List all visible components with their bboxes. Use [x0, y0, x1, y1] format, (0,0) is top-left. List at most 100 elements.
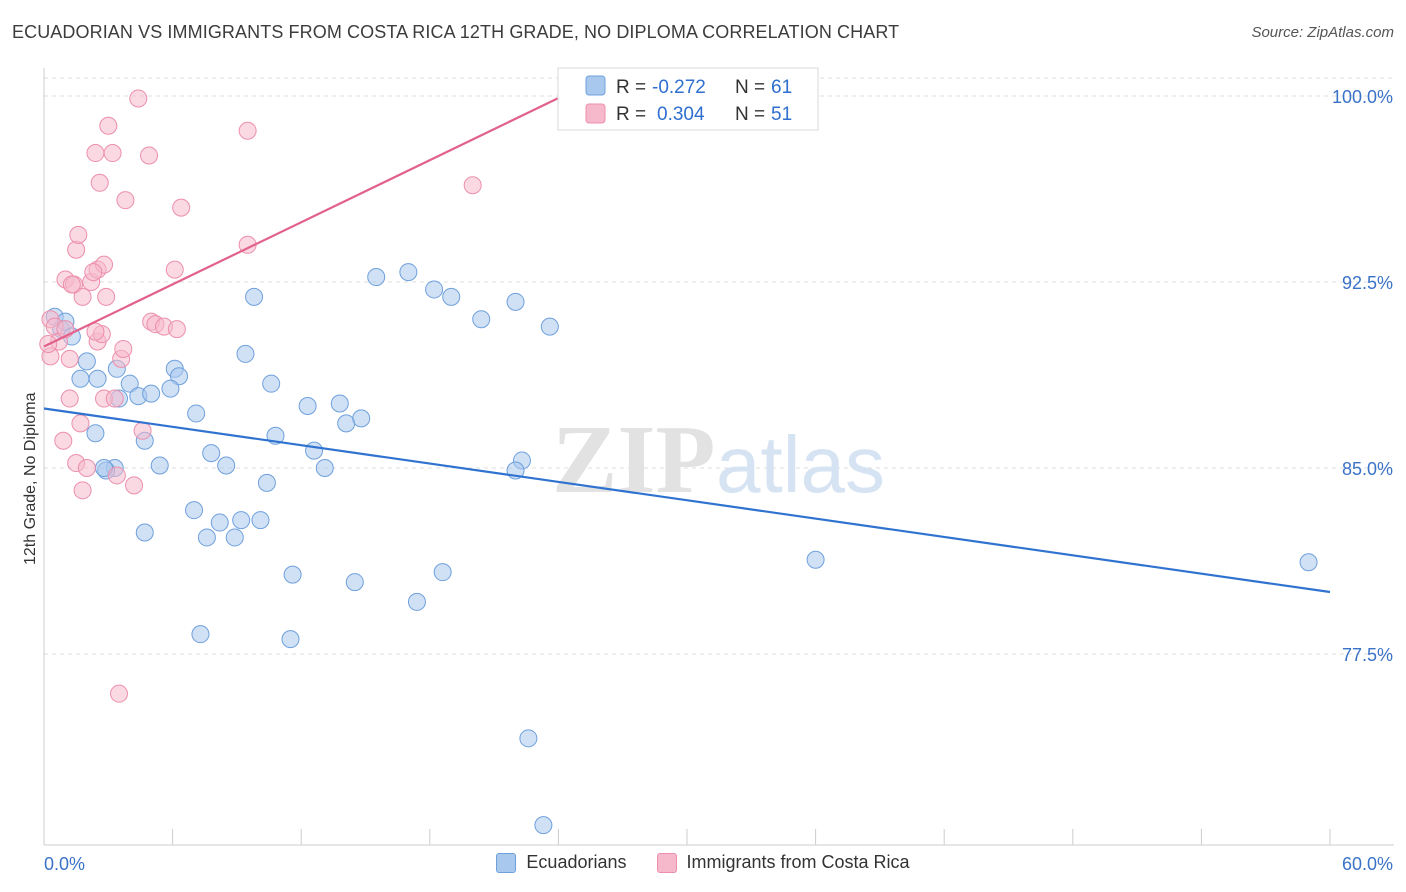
y-tick-label: 100.0% [1332, 87, 1393, 107]
legend-item-costa-rica[interactable]: Immigrants from Costa Rica [656, 852, 910, 873]
point-costa-rica [125, 476, 144, 495]
legend-swatch-costa-rica [585, 103, 606, 124]
point-costa-rica [129, 89, 148, 108]
point-ecuadorian [150, 456, 169, 475]
point-costa-rica [103, 144, 122, 163]
point-costa-rica [114, 339, 133, 358]
x-tick-label: 0.0% [44, 854, 85, 874]
point-costa-rica [99, 116, 118, 135]
point-costa-rica [60, 349, 79, 368]
y-tick-label: 92.5% [1342, 273, 1393, 293]
point-ecuadorian [425, 280, 444, 299]
point-costa-rica [86, 144, 105, 163]
point-ecuadorian [506, 292, 525, 311]
chart-title: ECUADORIAN VS IMMIGRANTS FROM COSTA RICA… [12, 22, 900, 42]
point-costa-rica [167, 320, 186, 339]
point-ecuadorian [170, 367, 189, 386]
point-ecuadorian [245, 287, 264, 306]
point-ecuadorian [315, 459, 334, 477]
watermark-atlas: atlas [716, 420, 885, 509]
point-ecuadorian [202, 444, 221, 463]
legend-swatch-costa-rica [656, 852, 677, 873]
point-costa-rica [133, 421, 152, 440]
trend-lines [43, 95, 1331, 594]
series-ecuadorians [45, 263, 1318, 835]
legend-n-label: N = [735, 104, 765, 125]
y-tick-label: 85.0% [1342, 459, 1393, 479]
point-ecuadorian [472, 310, 491, 329]
legend-item-ecuadorians[interactable]: Ecuadorians [496, 852, 627, 873]
point-costa-rica [62, 275, 81, 294]
point-ecuadorian [161, 379, 180, 398]
point-ecuadorian [77, 352, 96, 371]
point-ecuadorian [305, 441, 324, 460]
series-costa-rica [39, 89, 482, 703]
point-ecuadorian [407, 592, 426, 611]
x-tick-label: 60.0% [1342, 854, 1393, 874]
trend-line-ecuadorians [43, 407, 1331, 594]
point-ecuadorian [185, 501, 204, 520]
point-ecuadorian [262, 374, 281, 393]
point-costa-rica [107, 466, 126, 485]
point-costa-rica [71, 414, 90, 433]
point-ecuadorian [540, 317, 559, 336]
legend-top: R = -0.272 N = 61 R = 0.304 N = 51 [557, 67, 819, 131]
point-costa-rica [165, 260, 184, 279]
point-ecuadorian [298, 397, 317, 415]
point-costa-rica [69, 225, 88, 244]
point-ecuadorian [187, 404, 206, 423]
point-ecuadorian [191, 625, 210, 644]
point-ecuadorian [88, 369, 107, 388]
point-ecuadorian [283, 565, 302, 584]
y-tick-label: 77.5% [1342, 645, 1393, 665]
point-ecuadorian [71, 369, 90, 388]
point-costa-rica [54, 431, 73, 450]
legend-r-value: 0.304 [657, 104, 705, 125]
point-ecuadorian [232, 511, 251, 530]
point-costa-rica [84, 263, 103, 282]
point-ecuadorian [135, 523, 154, 542]
point-ecuadorian [519, 729, 538, 748]
point-costa-rica [90, 173, 109, 192]
point-ecuadorian [142, 384, 161, 403]
point-ecuadorian [251, 511, 270, 530]
point-ecuadorian [806, 550, 825, 569]
point-costa-rica [105, 389, 124, 408]
point-ecuadorian [236, 344, 255, 363]
point-costa-rica [463, 176, 482, 195]
legend-n-value: 61 [771, 77, 792, 98]
point-ecuadorian [367, 268, 386, 287]
point-ecuadorian [399, 263, 418, 282]
point-costa-rica [77, 459, 96, 477]
point-ecuadorian [281, 630, 300, 649]
source-label: Source: ZipAtlas.com [1251, 24, 1394, 41]
point-ecuadorian [534, 816, 553, 835]
legend-n-value: 51 [771, 104, 792, 125]
point-costa-rica [238, 121, 257, 140]
point-ecuadorian [345, 573, 364, 592]
legend-label-ecuadorians: Ecuadorians [526, 852, 627, 872]
legend-swatch-ecuadorians [496, 852, 517, 873]
point-costa-rica [140, 146, 159, 165]
point-ecuadorian [225, 528, 244, 547]
point-ecuadorian [86, 424, 105, 443]
point-ecuadorian [337, 414, 356, 433]
legend-r-label: R = [616, 104, 646, 125]
point-costa-rica [97, 287, 116, 306]
point-costa-rica [73, 287, 92, 306]
point-ecuadorian [120, 374, 139, 393]
tick-labels: 77.5% 85.0% 92.5% 100.0% 0.0% 60.0% [44, 87, 1393, 874]
point-ecuadorian [257, 473, 276, 492]
legend-bottom: Ecuadorians Immigrants from Costa Rica [0, 852, 1406, 873]
legend-label-costa-rica: Immigrants from Costa Rica [686, 852, 910, 872]
legend-swatch-ecuadorians [585, 75, 606, 96]
point-ecuadorian [330, 394, 349, 413]
point-ecuadorian [433, 563, 452, 582]
grid-lines [44, 77, 1394, 655]
point-costa-rica [73, 481, 92, 500]
point-costa-rica [110, 684, 129, 703]
point-ecuadorian [1299, 553, 1318, 572]
point-costa-rica [86, 322, 105, 341]
watermark-zip: ZIP [552, 406, 715, 514]
